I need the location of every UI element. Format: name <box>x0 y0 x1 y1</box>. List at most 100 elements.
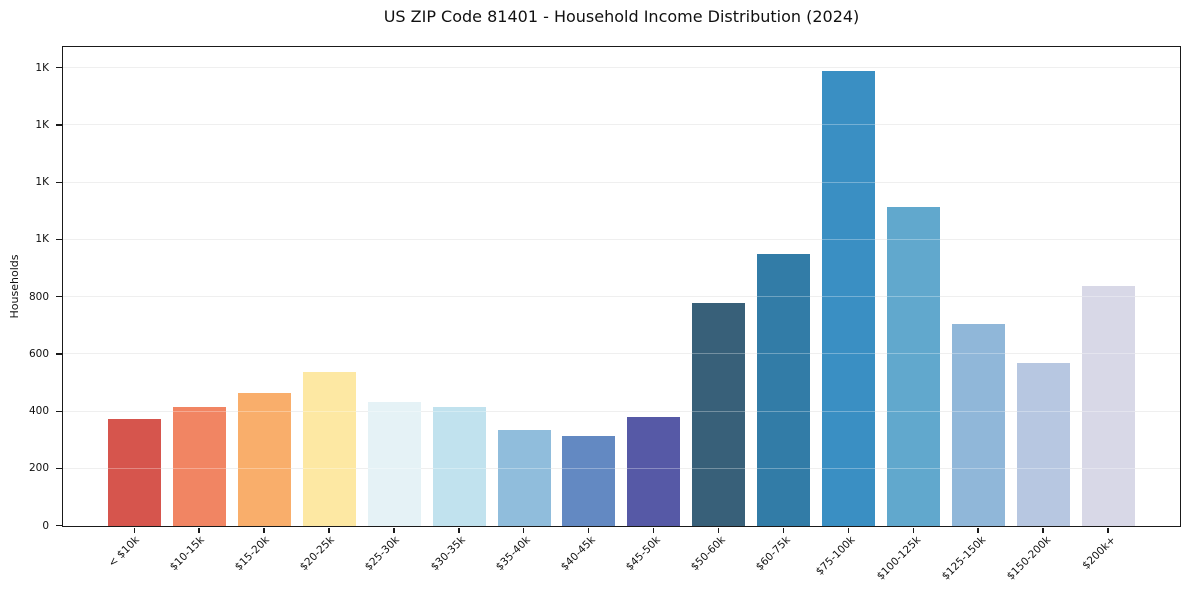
bar-$40-45k <box>562 435 616 526</box>
bars-row <box>63 47 1180 533</box>
gridline <box>63 238 1180 240</box>
bar-slot <box>302 47 356 533</box>
y-tick-mark <box>56 525 62 527</box>
y-tick-label: 400 <box>28 405 49 418</box>
y-tick-mark <box>56 410 62 412</box>
x-tick-label: $150-200k <box>1004 534 1053 583</box>
gridline <box>63 353 1180 355</box>
bar-slot <box>887 47 941 533</box>
x-label-slot: $50-60k <box>688 531 746 589</box>
x-tick-label: $45-50k <box>623 534 663 574</box>
x-label-slot: $60-75k <box>754 531 811 589</box>
y-tick-mark <box>56 296 62 298</box>
x-tick-mark <box>523 528 525 533</box>
x-tick-mark <box>133 528 135 533</box>
x-label-slot: $75-100k <box>814 531 876 589</box>
bar-slot <box>627 47 681 533</box>
x-tick-label: < $10k <box>106 534 142 570</box>
bar-slot <box>1081 47 1135 533</box>
bar-slot <box>367 47 421 533</box>
x-tick-mark <box>328 528 330 533</box>
x-tick-mark <box>912 528 914 533</box>
x-tick-mark <box>977 528 979 533</box>
y-tick-mark <box>56 124 62 126</box>
y-tick-label: 800 <box>28 290 49 303</box>
gridline-overlay <box>63 410 1180 412</box>
gridline <box>63 124 1180 126</box>
x-tick-label: $40-45k <box>558 534 598 574</box>
gridline <box>63 467 1180 469</box>
bar-slot <box>497 47 551 533</box>
x-axis-labels: < $10k $10-15k $15-20k $20-25k $25-30k $30-35… <box>62 531 1181 589</box>
x-tick-label: $15-20k <box>233 534 273 574</box>
bar-$30-35k <box>432 407 486 526</box>
y-tick-mark <box>56 467 62 470</box>
bar-$125-150k <box>951 323 1005 526</box>
bar-$150-200k <box>1016 362 1070 526</box>
bar-$100-125k <box>887 206 941 526</box>
plot-area <box>62 46 1181 533</box>
x-label-slot: $125-150k <box>939 531 1006 589</box>
gridline-overlay <box>63 353 1180 355</box>
bar-slot <box>237 47 291 533</box>
x-tick-mark <box>1107 528 1109 533</box>
x-tick-mark <box>652 528 655 533</box>
x-label-slot: < $10k <box>106 531 160 589</box>
x-tick-mark <box>393 528 395 533</box>
bar-$200k+ <box>1081 285 1135 526</box>
bar-$50-60k <box>692 303 746 526</box>
bar-slot <box>108 47 161 533</box>
bar-slot <box>562 47 616 533</box>
y-tick-label: 600 <box>28 347 49 360</box>
gridline-overlay <box>63 181 1180 183</box>
gridline <box>63 67 1180 69</box>
gridline-overlay <box>63 467 1180 469</box>
bar-$25-30k <box>367 402 421 526</box>
y-tick-label: 1K <box>35 118 49 131</box>
gridline <box>63 181 1180 183</box>
x-label-slot: $25-30k <box>363 531 420 589</box>
gridline-overlay <box>63 124 1180 126</box>
x-tick-mark <box>782 528 785 533</box>
bar-slot <box>172 47 226 533</box>
x-tick-mark <box>717 528 720 533</box>
x-label-slot: $100-125k <box>874 531 941 589</box>
x-tick-label: $60-75k <box>753 534 793 574</box>
gridline-overlay <box>63 238 1180 240</box>
x-tick-mark <box>458 528 460 533</box>
bar-$20-25k <box>302 372 356 526</box>
y-tick-label: 1K <box>35 61 49 74</box>
gridline <box>63 410 1180 412</box>
x-tick-label: $50-60k <box>688 534 728 574</box>
x-tick-label: $75-100k <box>813 534 858 578</box>
bar-$15-20k <box>237 392 291 526</box>
y-tick-mark <box>56 181 62 183</box>
x-tick-mark <box>587 528 590 533</box>
bar-$60-75k <box>757 253 811 526</box>
bar-$75-100k <box>822 70 876 526</box>
bar-< $10k <box>108 418 161 526</box>
x-tick-mark <box>198 528 200 533</box>
gridline <box>63 296 1180 298</box>
x-tick-label: $100-125k <box>874 534 923 583</box>
bar-$10-15k <box>172 407 226 526</box>
bar-slot <box>757 47 811 533</box>
bar-$45-50k <box>627 417 681 526</box>
x-tick-label: $125-150k <box>939 534 988 583</box>
x-label-slot: $35-40k <box>493 531 550 589</box>
x-label-slot: $10-15k <box>168 531 225 589</box>
y-tick-mark <box>56 238 62 241</box>
bar-slot <box>951 47 1005 533</box>
bar-$35-40k <box>497 429 551 526</box>
y-tick-label: 200 <box>28 462 49 475</box>
x-label-slot: $15-20k <box>233 531 290 589</box>
x-label-slot: $40-45k <box>558 531 615 589</box>
x-label-slot: $30-35k <box>428 531 485 589</box>
x-tick-mark <box>263 528 265 533</box>
x-tick-mark <box>847 528 850 533</box>
y-tick-mark <box>56 67 62 69</box>
x-tick-mark <box>1042 528 1044 533</box>
bar-slot <box>432 47 486 533</box>
x-label-slot: $150-200k <box>1004 531 1071 589</box>
